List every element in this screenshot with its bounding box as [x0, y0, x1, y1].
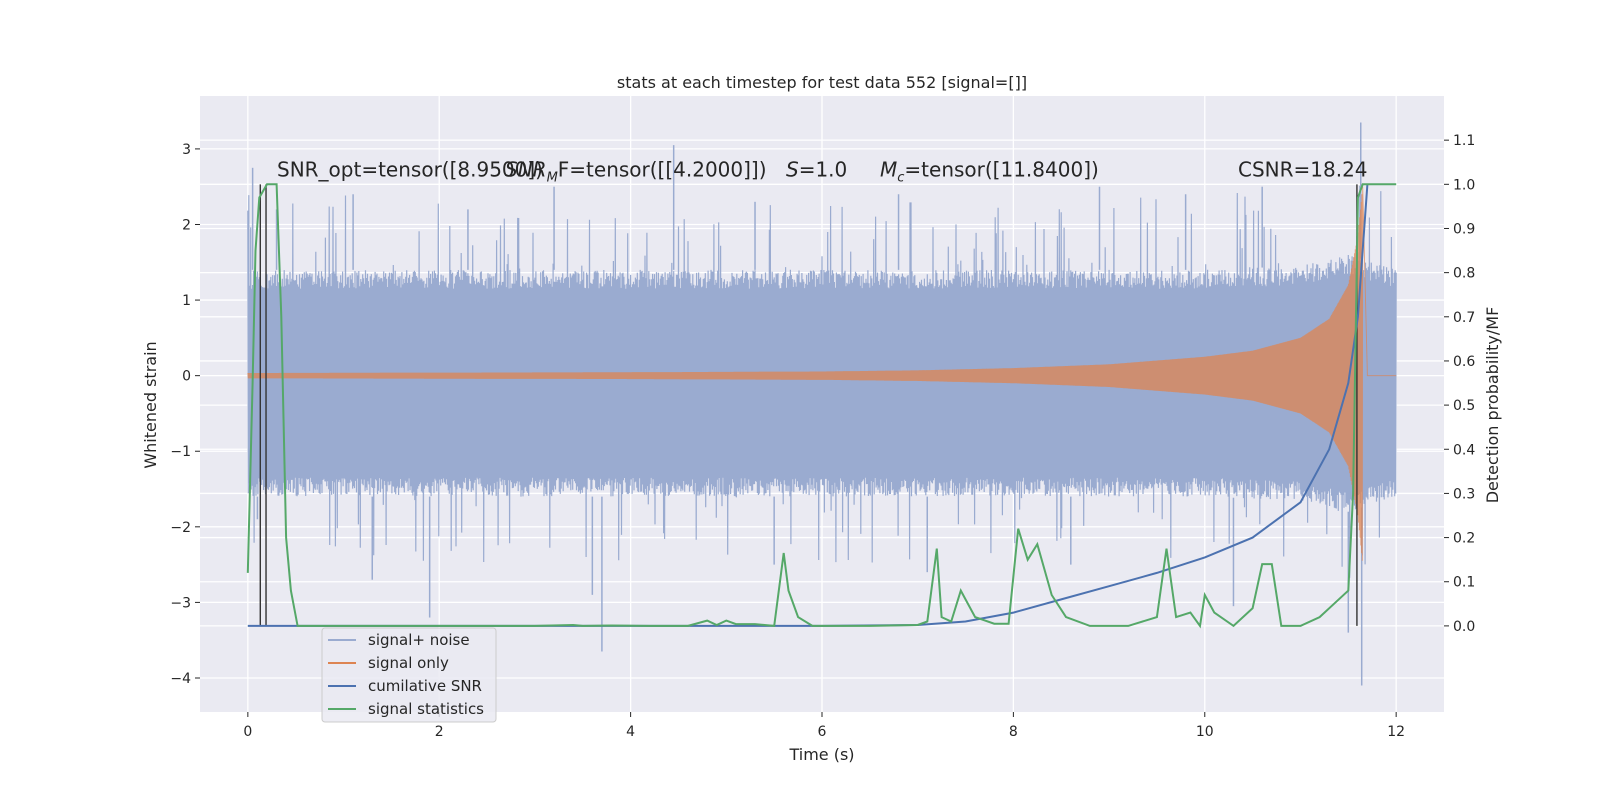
x-tick-label: 12 — [1387, 724, 1405, 740]
y-tick-label-left: 0 — [182, 369, 191, 385]
y-tick-label-right: 0.8 — [1453, 266, 1475, 282]
y-tick-label-right: 0.4 — [1453, 442, 1475, 458]
annotation-mc-var: M — [880, 157, 897, 181]
y-tick-label-left: −1 — [170, 444, 191, 460]
y-tick-label-right: 0.6 — [1453, 354, 1475, 370]
y-tick-label-right: 1.0 — [1453, 177, 1475, 193]
annotation-snr-mf-sub: M — [547, 170, 558, 185]
legend-box — [321, 627, 497, 723]
annotations: SNR_opt=tensor([8.9500])SNRMF=tensor([[4… — [277, 157, 1368, 185]
signal-only-line — [247, 186, 1397, 561]
x-axis-label: Time (s) — [788, 745, 854, 764]
y-axis-label-left: Whitened strain — [141, 341, 160, 468]
annotation-s-value: =1.0 — [799, 157, 848, 181]
cumulative-snr-line — [247, 184, 1369, 627]
y-tick-label-left: −2 — [170, 520, 191, 536]
annotation-mc-sub: c — [897, 170, 904, 185]
y-tick-label-right: 0.2 — [1453, 531, 1475, 547]
x-tick-label: 6 — [818, 724, 827, 740]
series-layer — [246, 122, 1397, 686]
y-tick-label-right: 0.5 — [1453, 398, 1475, 414]
legend-label: signal+ noise — [368, 631, 470, 649]
axes: 0 2 4 6 8 10 123210−1−2−3−41.11.00.90.80.70.60… — [170, 133, 1475, 740]
annotation-snr-mf-value: F=tensor([[4.2000]]) — [558, 157, 767, 181]
y-tick-label-left: −4 — [170, 671, 191, 687]
annotation-s-var: S — [786, 157, 799, 181]
y-tick-label-right: 0.7 — [1453, 310, 1475, 326]
annotation-csnr: CSNR=18.24 — [1238, 157, 1368, 181]
y-tick-label-right: 0.0 — [1453, 619, 1475, 635]
annotation-snr-mf: SNRMF=tensor([[4.2000]]) — [505, 157, 767, 185]
x-tick-label: 8 — [1009, 724, 1018, 740]
y-tick-label-left: −3 — [170, 595, 191, 611]
x-tick-label: 0 — [243, 724, 252, 740]
x-tick-label: 2 — [435, 724, 444, 740]
y-tick-label-right: 1.1 — [1453, 133, 1475, 149]
annotation-mc-value: =tensor([11.8400]) — [904, 157, 1098, 181]
legend: signal+ noise signal only cumilative SNR si… — [321, 627, 497, 723]
chart-title: stats at each timestep for test data 552… — [617, 73, 1027, 92]
y-tick-label-right: 0.1 — [1453, 575, 1475, 591]
y-tick-label-left: 1 — [182, 293, 191, 309]
legend-label: cumilative SNR — [368, 677, 482, 695]
legend-label: signal statistics — [368, 700, 484, 718]
annotation-snr-mf-pre: SNR — [505, 157, 547, 181]
y-tick-label-left: 2 — [182, 217, 191, 233]
signal-statistics-line — [246, 183, 1397, 629]
signal-noise-line — [247, 185, 1397, 578]
y-tick-label-right: 0.3 — [1453, 486, 1475, 502]
legend-label: signal only — [368, 654, 449, 672]
annotation-s: S=1.0 — [786, 157, 847, 181]
y-tick-label-left: 3 — [182, 142, 191, 158]
x-tick-label: 4 — [626, 724, 635, 740]
annotation-mc: Mc=tensor([11.8400]) — [880, 157, 1099, 185]
annotation-snr-opt: SNR_opt=tensor([8.9500]) — [277, 157, 543, 181]
y-axis-label-right: Detection probability/MF — [1483, 307, 1502, 504]
y-tick-label-right: 0.9 — [1453, 221, 1475, 237]
x-tick-label: 10 — [1196, 724, 1214, 740]
